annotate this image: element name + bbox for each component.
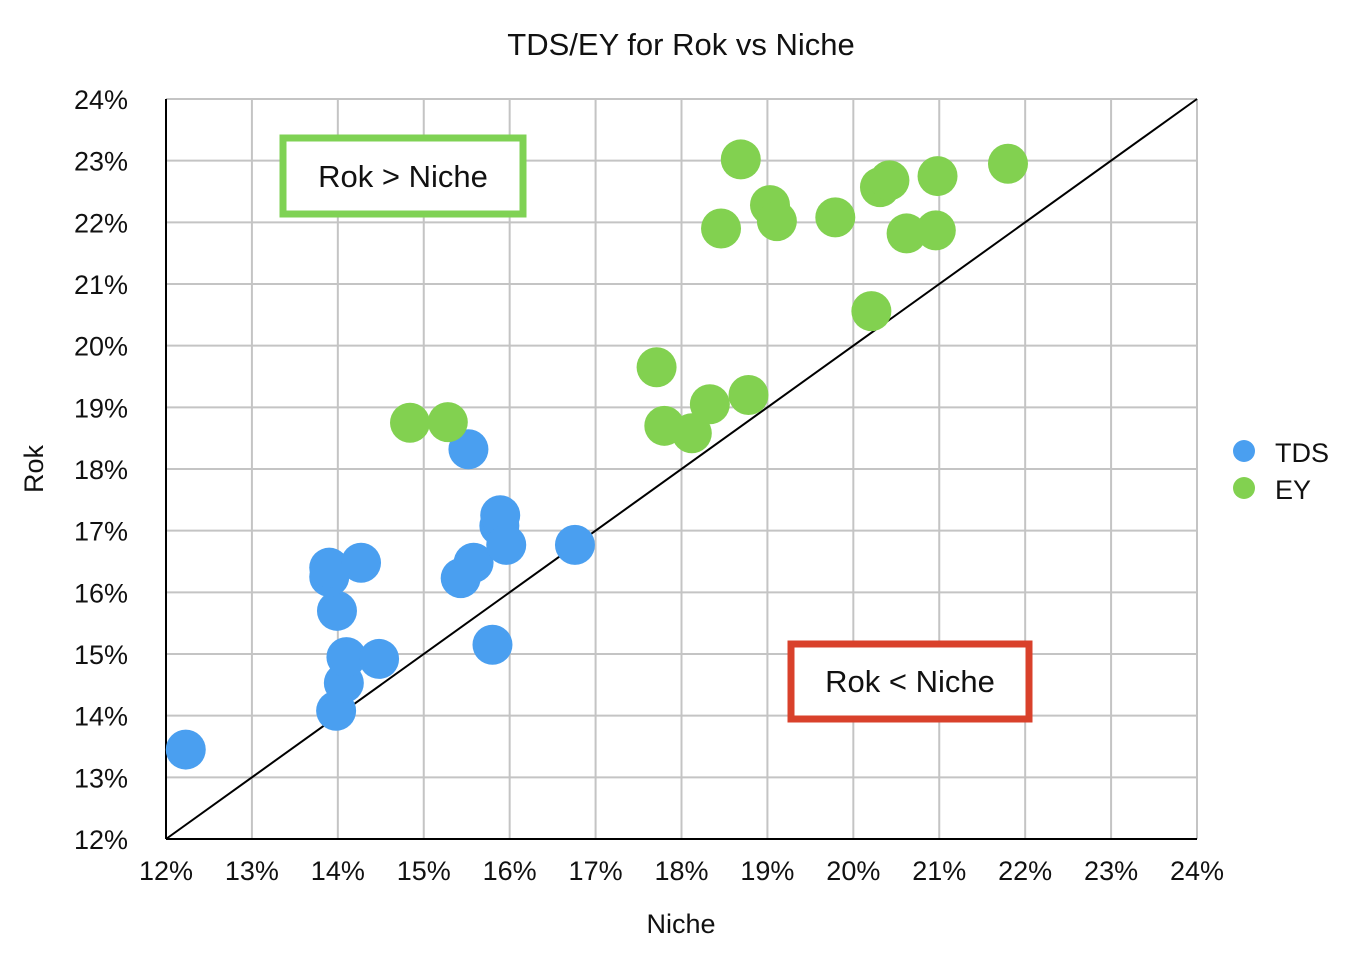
ey-point xyxy=(728,375,769,415)
annotation-rok-greater: Rok > Niche xyxy=(318,159,488,194)
ey-point xyxy=(756,201,797,242)
ey-point xyxy=(815,197,856,238)
x-tick-label: 17% xyxy=(569,856,623,886)
x-tick-label: 24% xyxy=(1170,856,1224,886)
y-tick-label: 22% xyxy=(74,208,128,238)
ey-point xyxy=(851,291,892,332)
x-tick-label: 18% xyxy=(654,856,708,886)
ey-point xyxy=(987,143,1028,184)
ey-point xyxy=(689,384,730,425)
x-tick-label: 15% xyxy=(397,856,451,886)
y-tick-label: 20% xyxy=(74,332,128,362)
tds-point xyxy=(326,637,367,678)
annotation-box-rok-less xyxy=(787,640,1033,723)
y-tick-label: 23% xyxy=(74,147,128,177)
annotation-rok-less: Rok < Niche xyxy=(825,664,995,699)
legend: TDS EY xyxy=(1233,438,1329,505)
x-tick-labels: 12% 13% 14% 15% 16% 17% 18% 19% 20% 21% 22% 23% 24% xyxy=(139,856,1224,886)
axes xyxy=(165,99,1197,840)
y-tick-label: 21% xyxy=(74,270,128,300)
x-tick-label: 19% xyxy=(740,856,794,886)
series-ey xyxy=(390,139,1028,454)
tds-point xyxy=(359,638,400,679)
legend-marker-ey xyxy=(1233,477,1255,499)
y-tick-label: 12% xyxy=(74,825,128,855)
y-tick-label: 18% xyxy=(74,455,128,485)
y-tick-label: 19% xyxy=(74,393,128,423)
tds-point xyxy=(472,624,513,665)
data-points xyxy=(165,139,1028,770)
tds-point xyxy=(554,524,595,565)
annotations: Rok > Niche Rok < Niche xyxy=(279,134,1033,723)
legend-label-ey: EY xyxy=(1275,475,1311,505)
tds-point xyxy=(486,524,527,565)
legend-marker-tds xyxy=(1233,440,1255,462)
ey-point xyxy=(427,402,468,443)
x-tick-label: 13% xyxy=(225,856,279,886)
tds-point xyxy=(453,542,494,583)
tds-point xyxy=(480,495,521,536)
y-tick-label: 14% xyxy=(74,702,128,732)
annotation-box-rok-greater xyxy=(279,134,527,218)
tds-point xyxy=(448,429,489,470)
x-axis-label: Niche xyxy=(646,909,715,939)
ey-point xyxy=(886,213,927,254)
legend-label-tds: TDS xyxy=(1275,438,1329,468)
y-tick-label: 15% xyxy=(74,640,128,670)
y-tick-labels: 12% 13% 14% 15% 16% 17% 18% 19% 20% 21% 22% 23% 24% xyxy=(74,85,128,855)
ey-point xyxy=(390,402,431,443)
tds-point xyxy=(316,590,357,631)
tds-point xyxy=(341,542,382,583)
x-tick-label: 21% xyxy=(912,856,966,886)
ey-point xyxy=(917,156,958,197)
ey-point xyxy=(915,210,956,251)
y-axis-label: Rok xyxy=(19,444,49,493)
ey-point xyxy=(636,347,677,388)
y-tick-label: 13% xyxy=(74,763,128,793)
ey-point xyxy=(701,208,742,249)
tds-point xyxy=(165,729,206,770)
y-tick-label: 17% xyxy=(74,517,128,547)
x-tick-label: 16% xyxy=(483,856,537,886)
y-tick-label: 24% xyxy=(74,85,128,115)
tds-point xyxy=(309,547,350,588)
x-tick-label: 14% xyxy=(311,856,365,886)
x-tick-label: 12% xyxy=(139,856,193,886)
y-tick-label: 16% xyxy=(74,578,128,608)
x-tick-label: 23% xyxy=(1084,856,1138,886)
ey-point xyxy=(671,413,712,454)
ey-point xyxy=(869,160,910,201)
ey-point xyxy=(720,139,761,180)
x-tick-label: 20% xyxy=(826,856,880,886)
x-tick-label: 22% xyxy=(998,856,1052,886)
series-tds xyxy=(165,429,595,770)
chart-title: TDS/EY for Rok vs Niche xyxy=(507,27,854,62)
